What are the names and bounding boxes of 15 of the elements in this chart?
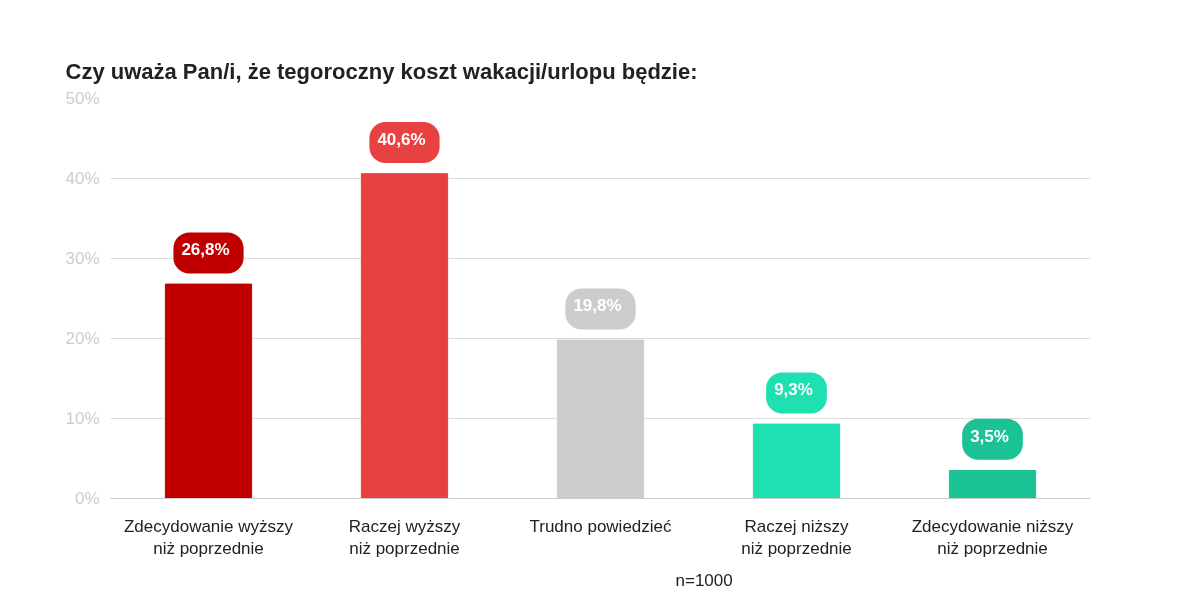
chart-title: Czy uważa Pan/i, że tegoroczny koszt wakacji/urlopu będzie: xyxy=(65,58,698,84)
data-label: 9,3% xyxy=(774,380,813,400)
bar xyxy=(164,283,253,499)
data-label: 3,5% xyxy=(970,426,1009,446)
data-label: 40,6% xyxy=(377,130,426,149)
bar xyxy=(752,423,841,499)
data-label: 26,8% xyxy=(181,240,230,260)
bar xyxy=(360,173,449,499)
bar xyxy=(948,470,1037,499)
x-tick-label: Zdecydowanie niższy niż poprzednie xyxy=(911,516,1074,559)
x-tick-label: Trudno powiedzieć xyxy=(529,516,673,536)
x-tick-label: Zdecydowanie wyższy niż poprzednie xyxy=(123,516,294,559)
text: n=1000 xyxy=(675,570,733,590)
x-tick-label: Raczej niższy niż poprzednie xyxy=(741,516,852,559)
x-tick-label: Raczej wyższy niż poprzednie xyxy=(348,516,461,559)
